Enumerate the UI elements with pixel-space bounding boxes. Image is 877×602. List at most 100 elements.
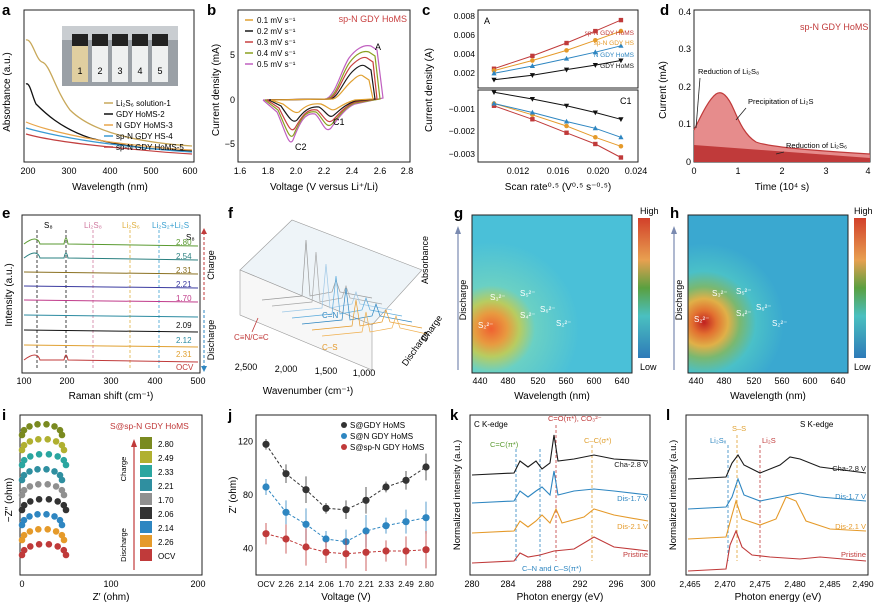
nyquist-point xyxy=(26,528,34,535)
side-label: Discharge xyxy=(206,320,216,361)
panel-b: b Current density (mA) sp-N GDY HoMS 0.1… xyxy=(207,2,413,193)
series-label: GDY HoMS xyxy=(600,63,634,70)
data-point xyxy=(564,40,569,46)
plot-frame xyxy=(469,414,651,576)
vial-number: 3 xyxy=(117,66,122,76)
x-tick: OCV xyxy=(257,580,275,589)
peak-label: S₈ xyxy=(186,233,195,242)
nyquist-point xyxy=(20,516,28,524)
x-tick: 300 xyxy=(61,166,76,176)
x-tick: 0.016 xyxy=(547,166,570,176)
data-point xyxy=(382,483,390,491)
data-point xyxy=(564,48,569,53)
x-axis-label: Voltage (V) xyxy=(321,592,370,602)
data-point xyxy=(592,110,598,116)
x-tick: 440 xyxy=(472,376,487,386)
x-tick: 600 xyxy=(586,376,601,386)
panel-l: l Normalized intensity (a.u.) S K-edge C… xyxy=(666,407,874,602)
level-swatch xyxy=(140,437,152,449)
data-point xyxy=(422,546,430,554)
nyquist-point xyxy=(35,481,42,488)
nyquist-point xyxy=(51,423,58,430)
nyquist-point xyxy=(60,491,68,499)
panel-letter: f xyxy=(228,205,234,222)
data-point xyxy=(491,100,497,106)
x-tick: 1,000 xyxy=(353,368,376,378)
raman-spectrum xyxy=(23,252,199,261)
x-tick: 2.21 xyxy=(358,580,374,589)
level-label: 2.06 xyxy=(158,510,174,519)
chart-title: sp-N GDY HoMS xyxy=(800,22,868,32)
x-tick: 284 xyxy=(500,579,515,589)
x-tick: 0 xyxy=(19,579,24,589)
x-tick: 2.06 xyxy=(318,580,334,589)
data-point xyxy=(491,70,497,76)
scale-high: High xyxy=(854,206,873,216)
voltage-label: 2.54 xyxy=(176,252,192,261)
x-tick: 480 xyxy=(500,376,515,386)
cv-curve xyxy=(266,56,378,131)
data-point xyxy=(592,49,598,55)
y-tick: 5 xyxy=(230,50,235,60)
x-tick: 600 xyxy=(182,166,197,176)
panel-letter: e xyxy=(2,205,10,222)
nyquist-point xyxy=(35,526,42,533)
nyquist-point xyxy=(44,436,51,443)
data-point xyxy=(529,73,535,78)
chart-title: C K-edge xyxy=(474,420,508,429)
y-axis-label: Normalized intensity (a.u.) xyxy=(452,440,463,550)
xas-spectrum xyxy=(687,477,867,510)
species-label: S₂²⁻ xyxy=(772,319,787,328)
y-tick: −0.001 xyxy=(449,104,476,114)
x-tick: 2,475 xyxy=(749,579,771,589)
spectrum-line xyxy=(25,121,193,151)
nyquist-point xyxy=(43,466,50,473)
current-area xyxy=(694,92,870,162)
x-tick: 2,465 xyxy=(679,579,701,589)
plot-frame xyxy=(237,9,411,163)
curve-label: Dis-1.7 V xyxy=(835,492,866,501)
annotation: C=N xyxy=(322,311,338,320)
x-tick: 2.33 xyxy=(378,580,394,589)
y-tick: −0.002 xyxy=(449,126,476,136)
y-tick: −5 xyxy=(225,139,235,149)
nyquist-point xyxy=(34,511,41,518)
nyquist-point xyxy=(34,421,41,428)
fit-line xyxy=(493,91,622,120)
legend-entry: sp-N GDY HoMS-5 xyxy=(116,143,184,152)
data-point xyxy=(593,37,598,43)
level-label: 2.49 xyxy=(158,454,174,463)
scale-low: Low xyxy=(640,362,657,372)
y-tick: 0.4 xyxy=(678,7,691,17)
data-point xyxy=(491,90,497,96)
x-tick: 480 xyxy=(716,376,731,386)
annotation: Li₂Sₓ xyxy=(710,436,727,445)
y-tick: 0 xyxy=(230,95,235,105)
fit-line xyxy=(493,105,622,158)
data-point xyxy=(618,143,624,149)
data-point xyxy=(529,97,535,102)
data-point xyxy=(322,548,330,556)
panel-letter: k xyxy=(450,407,459,424)
x-tick: 2.6 xyxy=(374,166,387,176)
x-axis-label: Z′ (ohm) xyxy=(93,592,130,602)
x-axis-label: Photon energy (eV) xyxy=(735,592,822,602)
panel-letter: a xyxy=(2,2,11,19)
data-point xyxy=(563,67,570,73)
xas-spectrum xyxy=(471,470,649,504)
nyquist-point xyxy=(52,438,60,445)
peak-label: C1 xyxy=(333,117,345,127)
panel-letter: d xyxy=(660,2,669,19)
data-point xyxy=(593,134,598,140)
panel-g: g Discharge S₂²⁻ S₃²⁻ S₄²⁻ S₅²⁻ S₆²⁻ S₂²… xyxy=(454,205,659,402)
data-point xyxy=(362,527,370,535)
voltage-label: OCV xyxy=(176,363,194,372)
data-point xyxy=(564,123,569,129)
data-point xyxy=(362,548,370,556)
data-point xyxy=(262,483,270,491)
side-label: Discharge xyxy=(119,528,128,562)
nyquist-point xyxy=(26,438,34,445)
data-point xyxy=(563,55,570,61)
nyquist-point xyxy=(43,511,50,518)
raman-spectrum xyxy=(23,237,199,247)
